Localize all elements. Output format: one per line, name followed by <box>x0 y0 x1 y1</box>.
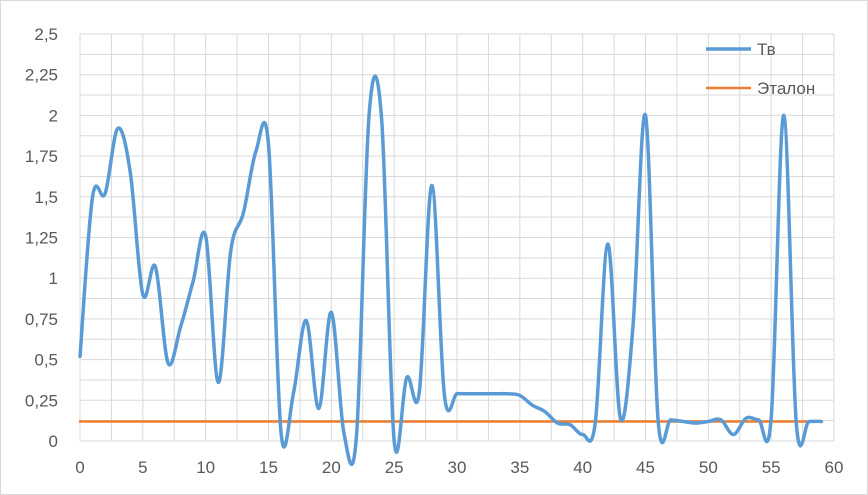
y-tick-label: 1,75 <box>25 147 58 166</box>
y-tick-label: 2,5 <box>34 25 58 44</box>
y-tick-label: 1 <box>49 269 58 288</box>
x-tick-label: 60 <box>825 458 844 477</box>
legend-item-tv[interactable]: Тв <box>706 40 776 59</box>
x-tick-label: 40 <box>573 458 592 477</box>
x-tick-label: 0 <box>75 458 84 477</box>
x-tick-label: 25 <box>385 458 404 477</box>
y-tick-label: 0,5 <box>34 351 58 370</box>
y-tick-label: 2 <box>49 106 58 125</box>
legend[interactable]: Тв Эталон <box>706 40 815 98</box>
x-tick-label: 55 <box>762 458 781 477</box>
y-tick-label: 0 <box>49 432 58 451</box>
y-tick-label: 1,25 <box>25 229 58 248</box>
x-tick-label: 35 <box>510 458 529 477</box>
legend-label-etalon: Эталон <box>757 79 815 98</box>
x-tick-label: 50 <box>699 458 718 477</box>
horizontal-gridlines <box>80 33 834 422</box>
x-tick-label: 5 <box>138 458 147 477</box>
x-tick-label: 10 <box>196 458 215 477</box>
x-axis-tick-labels: 0 5 10 15 20 25 30 35 40 45 50 55 60 <box>75 458 843 477</box>
y-tick-label: 0,75 <box>25 310 58 329</box>
x-tick-label: 45 <box>636 458 655 477</box>
legend-label-tv: Тв <box>757 40 776 59</box>
y-tick-label: 0,25 <box>25 391 58 410</box>
x-tick-label: 20 <box>322 458 341 477</box>
legend-item-etalon[interactable]: Эталон <box>706 79 815 98</box>
x-tick-label: 30 <box>448 458 467 477</box>
series-line-tv <box>78 74 824 467</box>
y-tick-label: 2,25 <box>25 66 58 85</box>
series-layer <box>78 74 824 467</box>
y-axis-tick-labels: 0 0,25 0,5 0,75 1 1,25 1,5 1,75 2 2,25 2,5 <box>25 25 58 451</box>
x-tick-label: 15 <box>259 458 278 477</box>
y-tick-label: 1,5 <box>34 188 58 207</box>
